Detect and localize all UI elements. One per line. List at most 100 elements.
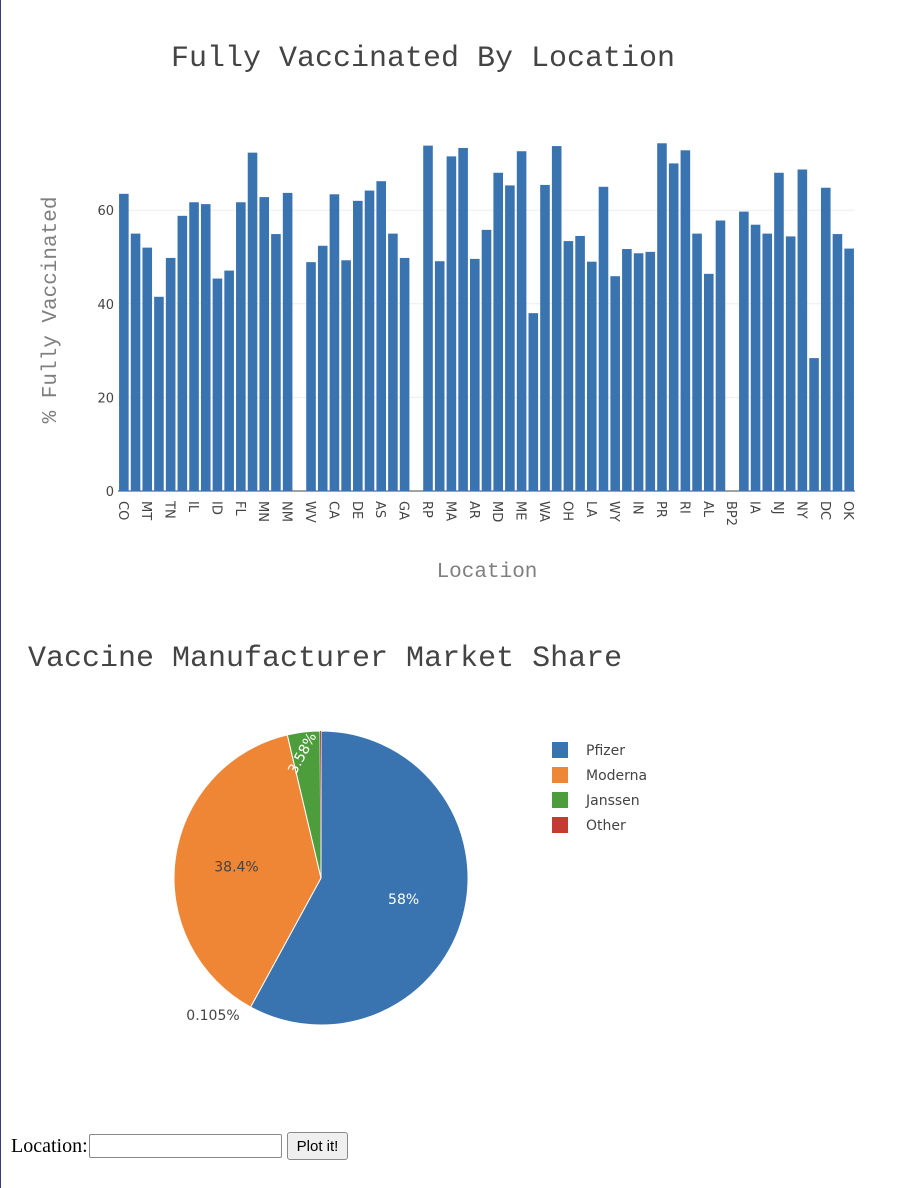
y-tick-label: 0: [106, 485, 114, 500]
x-tick-label: WV: [302, 501, 317, 523]
x-tick-label: ME: [513, 501, 528, 520]
x-tick-label: IL: [185, 501, 200, 513]
bar: [364, 190, 375, 491]
y-tick-label: 40: [97, 298, 114, 313]
bar: [832, 234, 843, 491]
pie-slice-janssen: [286, 730, 322, 879]
x-tick-label: MN: [255, 501, 270, 522]
x-tick-label: DC: [817, 501, 832, 520]
slice-label-other: 0.105%: [186, 1008, 239, 1024]
x-tick-label: MD: [489, 501, 504, 522]
bar: [130, 233, 141, 491]
x-tick-label: CA: [325, 501, 340, 519]
pie-slice-moderna: [173, 734, 322, 1008]
bar-chart-x-axis-title: Location: [437, 561, 538, 584]
x-tick-label: IA: [747, 501, 762, 514]
bar: [399, 257, 410, 491]
plot-button[interactable]: Plot it!: [286, 1132, 349, 1160]
bar: [762, 233, 773, 491]
pie-chart-slices: [173, 730, 469, 1026]
bar: [458, 147, 468, 491]
x-tick-label: FL: [232, 501, 247, 516]
x-tick-label: RP: [419, 501, 434, 518]
bar: [165, 257, 176, 491]
bar: [598, 186, 609, 492]
bar: [586, 261, 597, 491]
legend-label: Pfizer: [586, 743, 625, 759]
bar: [388, 233, 398, 491]
bar: [317, 245, 328, 491]
y-tick-label: 20: [97, 391, 114, 406]
bar: [820, 187, 831, 491]
bar: [119, 193, 129, 491]
bar: [177, 215, 188, 492]
bar: [703, 273, 714, 491]
legend-label: Janssen: [585, 793, 640, 809]
bar: [271, 234, 281, 491]
x-tick-label: NM: [279, 501, 294, 522]
bar: [739, 211, 749, 491]
bar: [259, 197, 270, 491]
x-tick-label: RI: [676, 501, 691, 514]
x-tick-label: MT: [138, 501, 153, 520]
bar-chart-bars: [119, 143, 854, 492]
x-tick-label: WY: [606, 501, 621, 522]
pie-slice-pfizer: [249, 730, 469, 1026]
page-left-border: [0, 0, 1, 1188]
legend-swatch: [552, 817, 568, 833]
bar: [446, 156, 457, 491]
bar: [668, 163, 679, 491]
bar: [142, 247, 153, 491]
x-tick-label: BP2: [723, 501, 738, 526]
bar: [540, 184, 550, 492]
x-tick-label: OK: [840, 501, 855, 520]
bar: [154, 296, 164, 491]
bar: [645, 251, 656, 491]
pie-slice-other: [320, 731, 321, 878]
bar: [212, 278, 223, 491]
bar: [200, 204, 211, 491]
slice-label-moderna: 38.4%: [214, 860, 258, 876]
x-tick-label: ID: [208, 501, 223, 515]
bar: [657, 143, 667, 491]
bar: [189, 202, 199, 491]
location-label: Location:: [11, 1134, 88, 1157]
bar: [353, 200, 363, 491]
bar-chart-y-axis-title: % Fully Vaccinated: [40, 197, 63, 424]
bar: [633, 253, 644, 491]
bar: [575, 235, 585, 491]
x-tick-label: PR: [653, 501, 668, 518]
bar: [750, 224, 761, 491]
x-tick-label: AL: [700, 501, 715, 518]
bar: [247, 152, 258, 492]
bar-chart-y-ticks: 0 20 40 60: [97, 204, 114, 500]
bar: [680, 150, 691, 491]
pie-chart-legend: Pfizer Moderna Janssen Other: [552, 742, 647, 834]
x-tick-label: CO: [115, 501, 130, 520]
bar-chart: Fully Vaccinated By Location 0 20 40 60 CO M…: [40, 42, 855, 584]
bar: [493, 172, 503, 491]
location-input[interactable]: [88, 1134, 282, 1158]
y-tick-label: 60: [97, 204, 114, 219]
bar-chart-title: Fully Vaccinated By Location: [171, 42, 675, 76]
x-tick-label: GA: [396, 501, 411, 520]
bar: [692, 233, 702, 491]
bar: [341, 260, 351, 491]
bar: [236, 202, 246, 491]
bar: [715, 220, 726, 491]
bar: [516, 151, 527, 491]
bar: [470, 258, 480, 491]
x-tick-label: AR: [466, 501, 481, 519]
bar: [481, 229, 492, 491]
legend-label: Other: [586, 818, 626, 834]
bar-chart-x-ticks: CO MT TN IL ID FL MN NM WV CA DE AS GA RP MA AR MD ME WA OH…: [115, 500, 855, 526]
bar: [376, 181, 387, 491]
legend-swatch: [552, 767, 568, 783]
bar: [563, 241, 574, 491]
x-tick-label: OH: [559, 501, 574, 521]
bar: [844, 248, 854, 491]
bar: [423, 145, 433, 491]
bar: [809, 358, 819, 491]
bar: [622, 249, 632, 491]
x-tick-label: NY: [793, 501, 808, 519]
